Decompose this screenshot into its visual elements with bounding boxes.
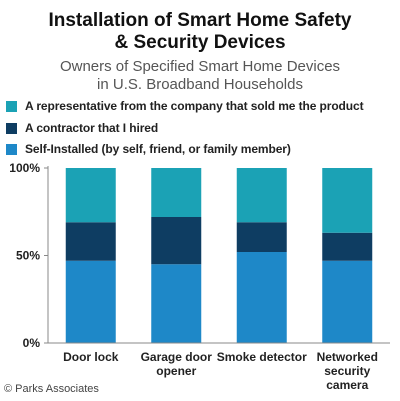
bar-segment-2-2 <box>236 168 287 223</box>
bar-segment-3-1 <box>322 232 373 261</box>
x-category-label-3-0: Networked <box>317 350 378 364</box>
chart-title-line-1: Installation of Smart Home Safety <box>48 10 352 31</box>
legend-swatch-representative <box>6 100 17 112</box>
source-credit: © Parks Associates <box>4 383 99 395</box>
x-category-label-1-1: opener <box>156 364 196 378</box>
chart-subtitle-line-2: in U.S. Broadband Households <box>97 76 303 93</box>
legend-swatch-contractor <box>6 122 17 134</box>
legend-label-contractor: A contractor that I hired <box>25 121 159 135</box>
y-tick-label-2: 100% <box>9 161 40 175</box>
x-category-label-1-0: Garage door <box>141 350 213 364</box>
legend-swatch-self-installed <box>6 143 17 155</box>
legend-item-self-installed: Self-Installed (by self, friend, or fami… <box>6 141 291 157</box>
bar-segment-2-1 <box>236 222 287 252</box>
legend-label-representative: A representative from the company that s… <box>25 99 364 113</box>
bar-segment-1-1 <box>151 217 202 265</box>
bar-segment-1-2 <box>151 168 202 217</box>
chart-subtitle-line-1: Owners of Specified Smart Home Devices <box>59 58 341 75</box>
bar-segment-0-2 <box>65 168 116 223</box>
bar-segment-0-1 <box>65 222 116 261</box>
bar-segment-0-0 <box>65 260 116 343</box>
x-category-label-0-0: Door lock <box>63 350 119 364</box>
x-category-label-2-0: Smoke detector <box>217 350 307 364</box>
bar-segment-3-2 <box>322 168 373 233</box>
bar-segment-2-0 <box>236 252 287 343</box>
y-tick-label-1: 50% <box>16 249 40 263</box>
x-category-label-3-2: camera <box>326 378 368 392</box>
legend-label-self-installed: Self-Installed (by self, friend, or fami… <box>25 142 291 156</box>
chart-title-line-2: & Security Devices <box>114 32 286 53</box>
legend-item-contractor: A contractor that I hired <box>6 120 158 136</box>
y-tick-label-0: 0% <box>23 336 41 350</box>
bar-segment-1-0 <box>151 264 202 343</box>
x-category-label-3-1: security <box>324 364 370 378</box>
legend-item-representative: A representative from the company that s… <box>6 98 364 114</box>
bar-segment-3-0 <box>322 260 373 343</box>
